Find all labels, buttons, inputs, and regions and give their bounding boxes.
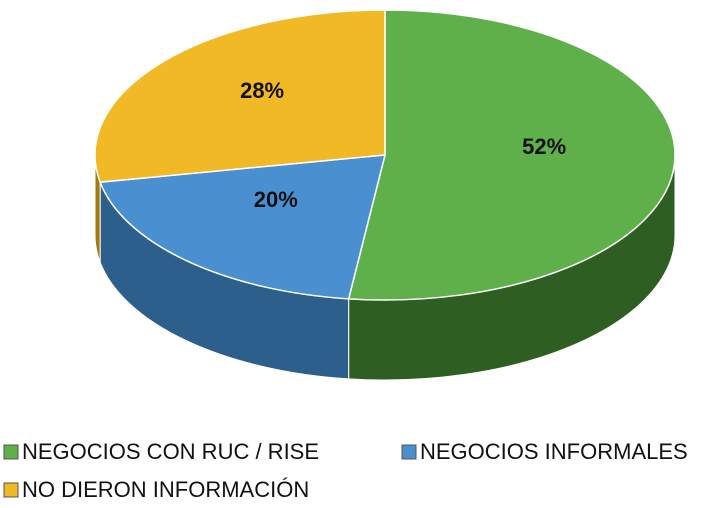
legend-swatch: [401, 444, 417, 460]
legend-label: NO DIERON INFORMACIÓN: [22, 477, 309, 502]
pie-slice: [99, 154, 386, 300]
legend-swatch: [3, 482, 19, 498]
data-label: 52%: [522, 134, 566, 159]
data-label: 28%: [240, 78, 284, 103]
pie-slice: [94, 9, 386, 183]
legend-swatch: [3, 444, 19, 460]
data-label: 20%: [254, 187, 298, 212]
pie-slice: [347, 9, 676, 301]
legend-label: NEGOCIOS INFORMALES: [420, 439, 688, 464]
legend-label: NEGOCIOS CON RUC / RISE: [22, 439, 319, 464]
